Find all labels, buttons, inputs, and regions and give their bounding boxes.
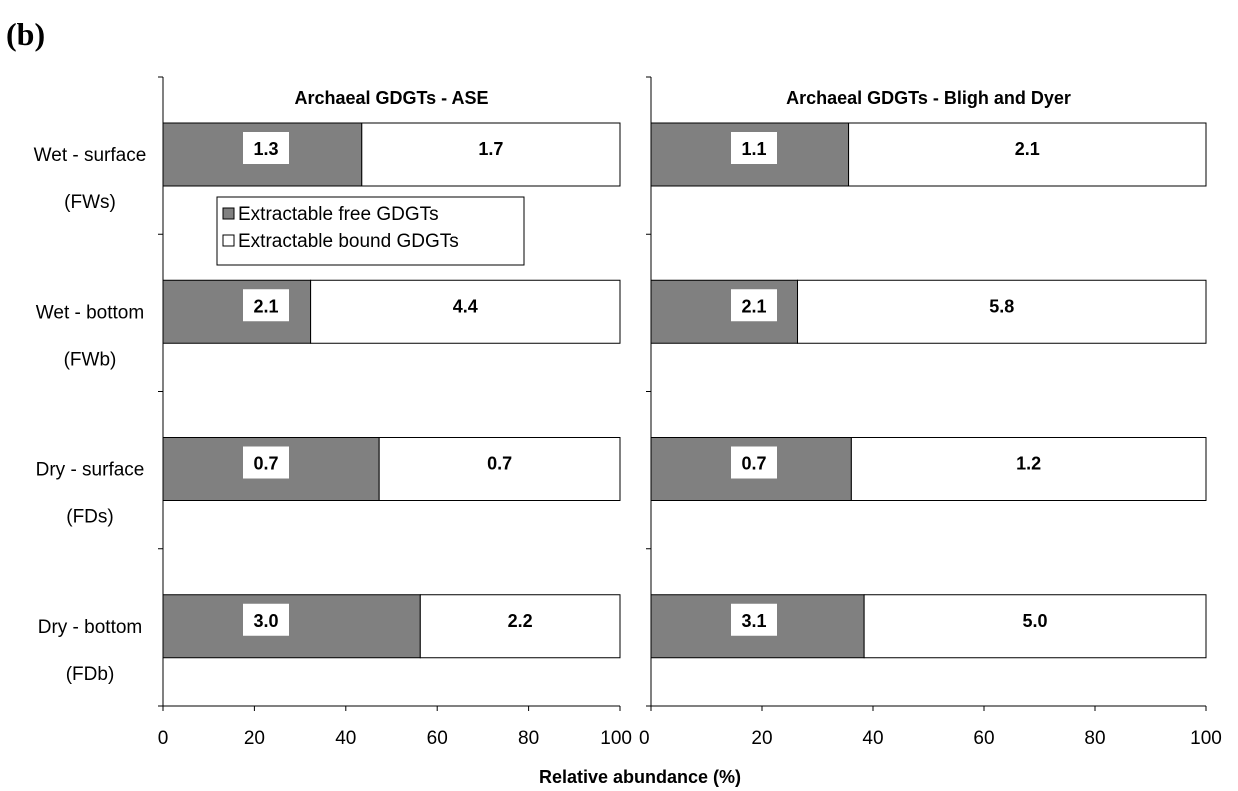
category-label: Dry - surface <box>36 460 145 481</box>
data-label-box <box>243 446 289 479</box>
legend: Extractable free GDGTs Extractable bound … <box>216 196 525 266</box>
x-axis-label: Relative abundance (%) <box>539 767 741 787</box>
legend-swatch <box>222 234 235 247</box>
data-label-box <box>243 289 289 322</box>
data-label-bound: 5.0 <box>1023 611 1048 631</box>
panel-label: (b) <box>6 16 45 52</box>
x-tick-label: 20 <box>751 728 772 749</box>
panel-title: Archaeal GDGTs - Bligh and Dyer <box>786 88 1071 108</box>
data-label-box <box>731 289 777 322</box>
data-label-free: 0.7 <box>253 454 278 474</box>
legend-label: Extractable bound GDGTs <box>238 231 459 252</box>
bar-bound-segment <box>848 122 1207 187</box>
category-label: Wet - bottom <box>36 302 144 323</box>
category-code: (FWs) <box>64 192 116 213</box>
data-label-free: 3.0 <box>253 611 278 631</box>
x-tick-label: 40 <box>335 728 356 749</box>
data-label-box <box>243 132 289 164</box>
data-label-bound: 1.7 <box>478 139 503 159</box>
data-label-free: 3.1 <box>741 611 766 631</box>
data-label-bound: 0.7 <box>487 454 512 474</box>
data-label-free: 1.1 <box>741 139 766 159</box>
bar-bound-segment <box>419 594 621 659</box>
data-label-box <box>731 446 777 479</box>
data-label-free: 0.7 <box>741 454 766 474</box>
data-label-bound: 4.4 <box>453 296 478 316</box>
x-tick-label: 100 <box>1190 728 1222 749</box>
bar-bound-segment <box>850 437 1207 501</box>
bar-bound-segment <box>310 279 621 344</box>
legend-label: Extractable free GDGTs <box>238 204 439 225</box>
x-tick-label: 20 <box>244 728 265 749</box>
x-tick-label: 60 <box>427 728 448 749</box>
x-tick-label: 0 <box>158 728 169 749</box>
data-label-free: 2.1 <box>741 296 766 316</box>
x-tick-label: 60 <box>973 728 994 749</box>
bar-bound-segment <box>378 437 621 501</box>
data-label-bound: 2.2 <box>508 611 533 631</box>
plot-area: Wet - surface (FWs) Wet - bottom (FWb) Dry -… <box>34 76 1222 749</box>
panel-title: Archaeal GDGTs - ASE <box>294 88 488 108</box>
bar-bound-segment <box>361 122 621 187</box>
category-label: Wet - surface <box>34 145 147 166</box>
data-label-box <box>731 132 777 164</box>
legend-swatch <box>222 207 235 220</box>
x-tick-label: 0 <box>639 728 650 749</box>
x-tick-label: 40 <box>862 728 883 749</box>
x-tick-label: 80 <box>518 728 539 749</box>
data-label-free: 2.1 <box>253 296 278 316</box>
legend-box <box>216 196 525 266</box>
data-label-bound: 1.2 <box>1016 454 1041 474</box>
data-label-free: 1.3 <box>253 139 278 159</box>
category-code: (FDs) <box>66 507 113 528</box>
bar-free-segment <box>162 594 421 659</box>
data-label-bound: 5.8 <box>989 296 1014 316</box>
category-code: (FWb) <box>64 349 117 370</box>
bar-bound-segment <box>863 594 1207 659</box>
bar-bound-segment <box>797 279 1207 344</box>
x-tick-label: 80 <box>1084 728 1105 749</box>
category-label: Dry - bottom <box>38 617 143 638</box>
category-code: (FDb) <box>66 664 115 685</box>
data-label-bound: 2.1 <box>1015 139 1040 159</box>
data-label-box <box>243 603 289 636</box>
data-label-box <box>731 603 777 636</box>
x-tick-label: 100 <box>600 728 632 749</box>
